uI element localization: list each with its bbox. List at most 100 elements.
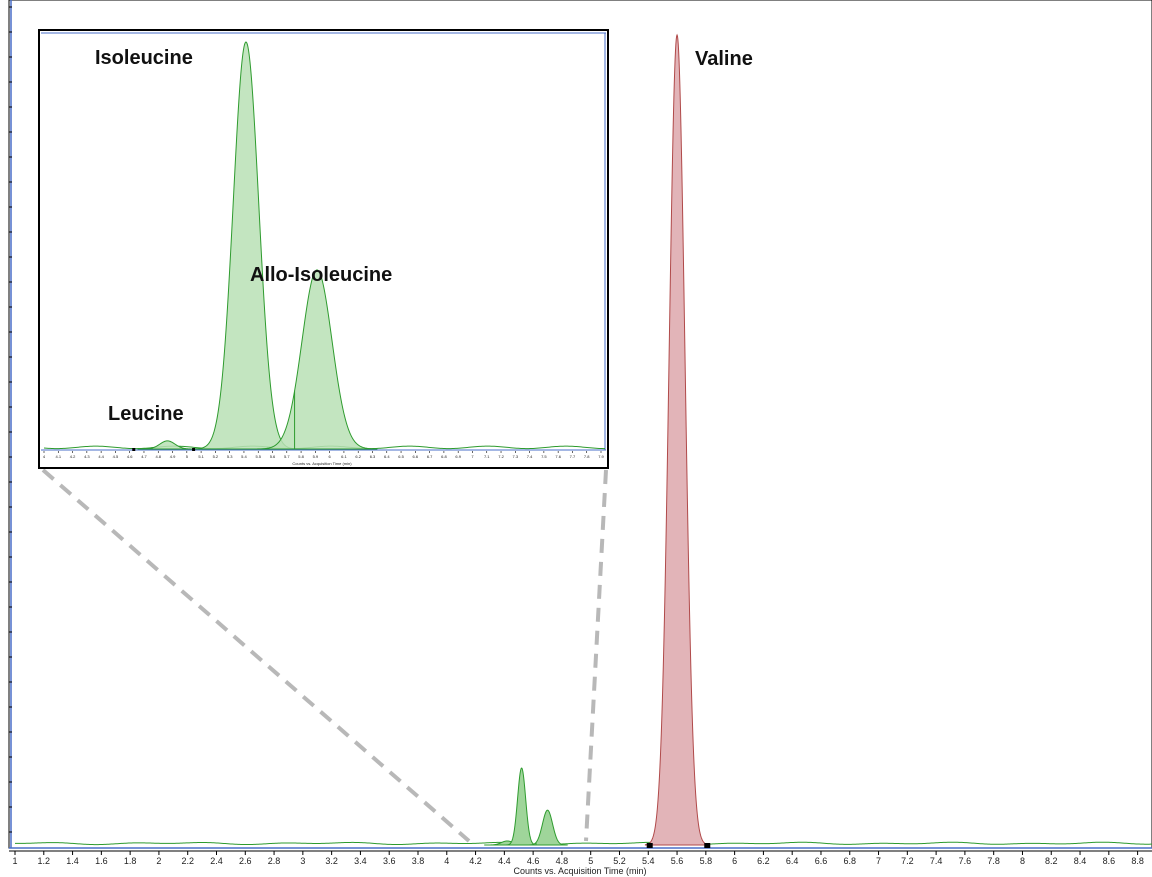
x-tick-label: 5.2 xyxy=(613,856,626,866)
x-tick-label: 2 xyxy=(156,856,161,866)
label-allo-isoleucine: Allo-Isoleucine xyxy=(250,264,392,286)
x-tick-label: 8.4 xyxy=(1074,856,1087,866)
inset-x-tick-label: 7 xyxy=(471,454,474,459)
inset-x-tick-label: 4.6 xyxy=(127,454,133,459)
x-tick-label: 5.8 xyxy=(700,856,713,866)
inset-x-tick-label: 6.4 xyxy=(384,454,390,459)
label-leucine: Leucine xyxy=(108,403,184,425)
inset-x-tick-label: 7.8 xyxy=(584,454,590,459)
x-tick-label: 3 xyxy=(300,856,305,866)
x-tick-label: 7.6 xyxy=(959,856,972,866)
inset-x-tick-label: 7.1 xyxy=(484,454,490,459)
inset-x-tick-label: 5.1 xyxy=(198,454,204,459)
inset-x-tick-label: 6.3 xyxy=(370,454,376,459)
inset-integration-marker-end xyxy=(192,448,196,451)
inset-x-tick-label: 5.2 xyxy=(213,454,219,459)
x-tick-label: 2.8 xyxy=(268,856,281,866)
inset-x-tick-label: 5.4 xyxy=(241,454,247,459)
inset-x-tick-label: 6.1 xyxy=(341,454,347,459)
x-tick-label: 4.6 xyxy=(527,856,540,866)
inset-x-tick-label: 7.5 xyxy=(541,454,547,459)
inset-x-tick-label: 5.5 xyxy=(255,454,261,459)
x-tick-label: 1 xyxy=(12,856,17,866)
peak-valine xyxy=(644,33,710,846)
x-tick-label: 2.4 xyxy=(210,856,223,866)
y-axis-ticks xyxy=(9,6,12,833)
x-tick-label: 4.2 xyxy=(469,856,482,866)
x-tick-label: 6.8 xyxy=(844,856,857,866)
integration-marker-start xyxy=(646,843,653,848)
zoom-connector-left xyxy=(41,468,471,843)
baseline-trace xyxy=(14,841,1152,846)
x-axis-ticks: 1 1.2 1.4 1.6 1.8 2 2.2 2.4 2.6 2.8 3 3.2 3.4 3.6 3.8 4… xyxy=(12,851,1144,866)
inset-x-tick-label: 4 xyxy=(43,454,46,459)
inset-x-tick-label: 6.7 xyxy=(427,454,433,459)
inset-integration-marker-start xyxy=(132,448,136,451)
inset-x-tick-label: 7.6 xyxy=(555,454,561,459)
inset-peak-allo-isoleucine xyxy=(256,269,378,450)
inset-x-tick-label: 6.9 xyxy=(455,454,461,459)
x-tick-label: 1.8 xyxy=(124,856,137,866)
inset-traces xyxy=(43,41,606,451)
inset-x-tick-label: 4.8 xyxy=(155,454,161,459)
x-tick-label: 6.2 xyxy=(757,856,770,866)
x-tick-label: 4.8 xyxy=(556,856,569,866)
main-traces xyxy=(14,33,1152,848)
inset-x-axis-title: Counts vs. Acquisition Time (min) xyxy=(292,461,352,466)
inset-x-tick-label: 5.3 xyxy=(227,454,233,459)
inset-x-tick-label: 4.4 xyxy=(98,454,104,459)
inset-x-tick-label: 7.9 xyxy=(598,454,604,459)
x-tick-label: 7.8 xyxy=(987,856,1000,866)
inset-x-tick-label: 4.1 xyxy=(56,454,62,459)
inset-x-tick-label: 7.3 xyxy=(513,454,519,459)
zoom-inset: 4 4.1 4.2 4.3 4.4 4.5 4.6 4.7 4.8 4.9 5 5.1 5.2 5.3 5.… xyxy=(38,29,609,469)
inset-x-tick-label: 5 xyxy=(186,454,189,459)
x-tick-label: 3.4 xyxy=(354,856,367,866)
integration-marker-end xyxy=(704,843,711,848)
inset-x-tick-label: 7.2 xyxy=(498,454,504,459)
x-tick-label: 1.4 xyxy=(66,856,79,866)
inset-x-tick-label: 6 xyxy=(329,454,332,459)
x-tick-label: 6 xyxy=(732,856,737,866)
inset-x-tick-label: 4.7 xyxy=(141,454,147,459)
inset-x-tick-label: 4.5 xyxy=(113,454,119,459)
inset-x-tick-label: 6.8 xyxy=(441,454,447,459)
x-tick-label: 1.2 xyxy=(38,856,51,866)
peak-isoleucine xyxy=(504,767,538,846)
inset-peak-isoleucine xyxy=(194,41,297,450)
x-tick-label: 8 xyxy=(1020,856,1025,866)
inset-x-tick-label: 5.9 xyxy=(313,454,319,459)
x-tick-label: 5 xyxy=(588,856,593,866)
x-tick-label: 7 xyxy=(876,856,881,866)
inset-x-tick-label: 4.3 xyxy=(84,454,90,459)
x-tick-label: 3.8 xyxy=(412,856,425,866)
x-tick-label: 2.6 xyxy=(239,856,252,866)
x-tick-label: 2.2 xyxy=(181,856,194,866)
x-tick-label: 7.2 xyxy=(901,856,914,866)
x-tick-label: 4.4 xyxy=(498,856,511,866)
x-tick-label: 6.4 xyxy=(786,856,799,866)
x-axis-title: Counts vs. Acquisition Time (min) xyxy=(513,866,646,876)
label-valine: Valine xyxy=(695,48,753,70)
inset-peak-leucine xyxy=(137,440,198,450)
x-tick-label: 3.6 xyxy=(383,856,396,866)
inset-x-tick-label: 5.8 xyxy=(298,454,304,459)
x-tick-label: 1.6 xyxy=(95,856,108,866)
inset-x-tick-label: 6.2 xyxy=(355,454,361,459)
label-isoleucine: Isoleucine xyxy=(95,47,193,69)
inset-x-tick-label: 7.7 xyxy=(570,454,576,459)
inset-x-tick-label: 7.4 xyxy=(527,454,533,459)
inset-x-tick-label: 6.6 xyxy=(413,454,419,459)
inset-x-tick-label: 4.2 xyxy=(70,454,76,459)
inset-x-tick-label: 5.6 xyxy=(270,454,276,459)
inset-x-tick-label: 4.9 xyxy=(170,454,176,459)
x-tick-label: 7.4 xyxy=(930,856,943,866)
x-tick-label: 6.6 xyxy=(815,856,828,866)
x-tick-label: 8.2 xyxy=(1045,856,1058,866)
x-tick-label: 3.2 xyxy=(325,856,338,866)
x-tick-label: 8.8 xyxy=(1131,856,1144,866)
x-tick-label: 8.6 xyxy=(1103,856,1116,866)
inset-x-tick-label: 6.5 xyxy=(398,454,404,459)
x-tick-label: 5.6 xyxy=(671,856,684,866)
